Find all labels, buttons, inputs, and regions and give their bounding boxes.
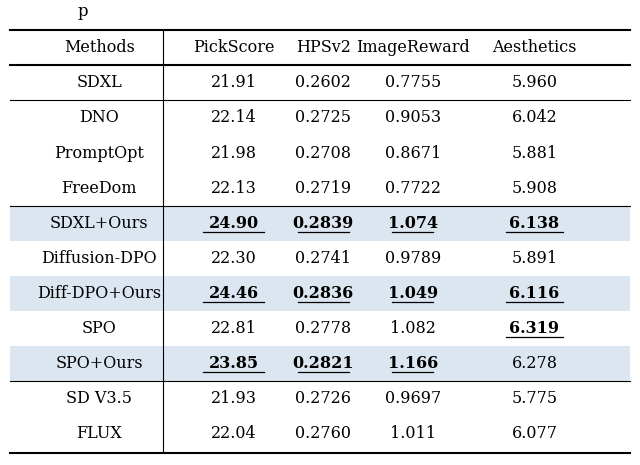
- Text: 0.2708: 0.2708: [295, 145, 351, 162]
- Text: 24.46: 24.46: [209, 285, 259, 302]
- Text: SPO: SPO: [82, 320, 116, 337]
- Text: 1.011: 1.011: [390, 425, 436, 443]
- Text: HPSv2: HPSv2: [296, 39, 351, 56]
- Text: FLUX: FLUX: [76, 425, 122, 443]
- Text: 5.908: 5.908: [511, 179, 557, 197]
- Text: 21.91: 21.91: [211, 74, 257, 92]
- Text: 22.81: 22.81: [211, 320, 257, 337]
- Text: 5.960: 5.960: [511, 74, 557, 92]
- Text: 0.2778: 0.2778: [295, 320, 351, 337]
- Text: SPO+Ours: SPO+Ours: [56, 355, 143, 372]
- Text: 22.04: 22.04: [211, 425, 257, 443]
- Text: 0.2725: 0.2725: [295, 109, 351, 126]
- Text: 0.2719: 0.2719: [295, 179, 351, 197]
- Text: 23.85: 23.85: [209, 355, 259, 372]
- Text: 0.2821: 0.2821: [292, 355, 354, 372]
- Text: 5.891: 5.891: [511, 250, 557, 267]
- Text: 6.319: 6.319: [509, 320, 559, 337]
- Text: 0.2836: 0.2836: [292, 285, 354, 302]
- Text: SDXL: SDXL: [76, 74, 122, 92]
- Text: 0.8671: 0.8671: [385, 145, 441, 162]
- Text: Diffusion-DPO: Diffusion-DPO: [42, 250, 157, 267]
- Text: 1.074: 1.074: [388, 215, 438, 232]
- Text: 22.14: 22.14: [211, 109, 257, 126]
- Text: ImageReward: ImageReward: [356, 39, 470, 56]
- Text: FreeDom: FreeDom: [61, 179, 137, 197]
- Text: 1.166: 1.166: [388, 355, 438, 372]
- Text: 22.30: 22.30: [211, 250, 257, 267]
- Text: 0.9789: 0.9789: [385, 250, 441, 267]
- Text: Methods: Methods: [64, 39, 134, 56]
- Text: 6.138: 6.138: [509, 215, 559, 232]
- Text: 0.2760: 0.2760: [295, 425, 351, 443]
- Text: SDXL+Ours: SDXL+Ours: [50, 215, 148, 232]
- Text: 6.116: 6.116: [509, 285, 559, 302]
- Text: 5.881: 5.881: [511, 145, 557, 162]
- Text: 21.98: 21.98: [211, 145, 257, 162]
- Text: 24.90: 24.90: [209, 215, 259, 232]
- Text: 1.049: 1.049: [388, 285, 438, 302]
- Text: PickScore: PickScore: [193, 39, 275, 56]
- Text: 0.7722: 0.7722: [385, 179, 441, 197]
- Text: 1.082: 1.082: [390, 320, 436, 337]
- Text: 6.077: 6.077: [511, 425, 557, 443]
- Text: Aesthetics: Aesthetics: [492, 39, 577, 56]
- Text: SD V3.5: SD V3.5: [66, 390, 132, 407]
- Text: 0.7755: 0.7755: [385, 74, 441, 92]
- Text: 22.13: 22.13: [211, 179, 257, 197]
- Text: 5.775: 5.775: [511, 390, 557, 407]
- Text: 6.042: 6.042: [511, 109, 557, 126]
- Text: 0.9053: 0.9053: [385, 109, 441, 126]
- Text: Diff-DPO+Ours: Diff-DPO+Ours: [37, 285, 161, 302]
- Text: 0.2602: 0.2602: [295, 74, 351, 92]
- Text: DNO: DNO: [79, 109, 119, 126]
- Text: 21.93: 21.93: [211, 390, 257, 407]
- Text: p: p: [78, 3, 88, 20]
- Text: 0.2726: 0.2726: [295, 390, 351, 407]
- Text: PromptOpt: PromptOpt: [54, 145, 144, 162]
- Text: 0.9697: 0.9697: [385, 390, 441, 407]
- Text: 0.2741: 0.2741: [295, 250, 351, 267]
- Text: 6.278: 6.278: [511, 355, 557, 372]
- Text: 0.2839: 0.2839: [292, 215, 354, 232]
